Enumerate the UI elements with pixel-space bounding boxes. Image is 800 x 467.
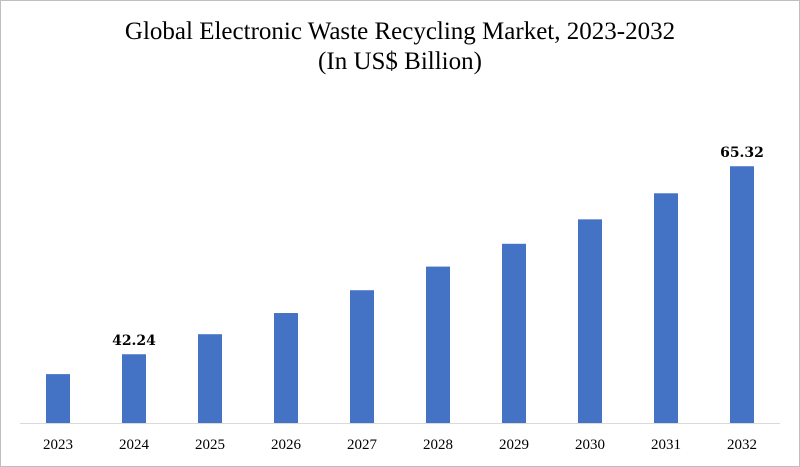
x-tick-label-2030: 2030 (575, 437, 605, 453)
chart-title: Global Electronic Waste Recycling Market… (124, 18, 676, 45)
bar-2028 (426, 266, 450, 423)
bar-2024 (122, 354, 146, 423)
x-tick-label-2024: 2024 (119, 437, 150, 453)
x-tick-label-2027: 2027 (347, 437, 378, 453)
x-tick-label-2025: 2025 (195, 437, 225, 453)
bar-2031 (654, 193, 678, 423)
bar-2023 (46, 374, 70, 423)
data-labels: 42.24 65.32 (112, 145, 764, 349)
x-tick-label-2028: 2028 (423, 437, 453, 453)
bar-2027 (350, 290, 374, 423)
x-tick-label-2032: 2032 (727, 437, 757, 453)
x-tick-labels: 2023 2024 2025 2026 2027 2028 2029 2030 2031 2032 (43, 437, 757, 453)
x-tick-label-2023: 2023 (43, 437, 73, 453)
bars-group (46, 166, 754, 423)
data-label-2032: 65.32 (720, 145, 764, 161)
bar-2025 (198, 334, 222, 423)
x-tick-label-2026: 2026 (271, 437, 302, 453)
bar-2029 (502, 243, 526, 423)
data-label-2024: 42.24 (112, 333, 156, 349)
bar-2026 (274, 313, 298, 423)
bar-2032 (730, 166, 754, 423)
x-tick-label-2029: 2029 (499, 437, 529, 453)
chart-subtitle: (In US$ Billion) (318, 48, 482, 75)
x-tick-label-2031: 2031 (651, 437, 681, 453)
bar-2030 (578, 219, 602, 423)
